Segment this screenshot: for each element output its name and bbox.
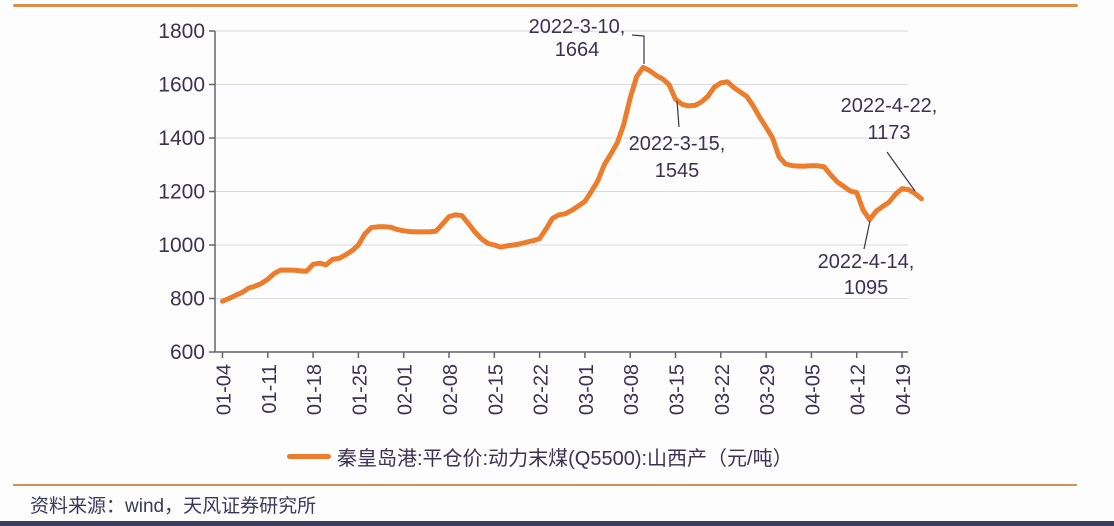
y-tick-label: 1800 xyxy=(158,20,205,43)
y-tick-label: 1200 xyxy=(158,181,205,204)
x-tick-label: 02-22 xyxy=(531,364,553,415)
x-tick-label: 01-04 xyxy=(214,364,236,415)
x-tick-label: 04-05 xyxy=(802,364,824,415)
legend-line-marker xyxy=(287,453,331,459)
x-tick-label: 03-01 xyxy=(576,364,598,415)
bottom-divider xyxy=(13,484,1077,486)
x-tick-label: 03-29 xyxy=(757,364,779,415)
coal-price-chart: 600 800 1000 1200 1400 1600 1800 01-04 01-11 01-1… xyxy=(158,16,938,415)
annotation-label: 2022-4-22, 1173 xyxy=(841,95,938,144)
x-tick-label: 03-15 xyxy=(667,364,689,415)
x-tick-label: 01-18 xyxy=(304,364,326,415)
annotation-label: 2022-3-10, 1664 xyxy=(529,16,626,61)
bottom-border-bar xyxy=(0,521,1114,526)
annotation-leader-line xyxy=(676,100,680,128)
x-tick-label: 01-25 xyxy=(349,364,371,415)
x-tick-label: 03-22 xyxy=(712,364,734,415)
x-tick-label: 03-08 xyxy=(621,364,643,415)
x-tick-label: 04-12 xyxy=(848,364,870,415)
x-tick-label: 02-01 xyxy=(395,364,417,415)
chart-legend: 秦皇岛港:平仓价:动力末煤(Q5500):山西产（元/吨） xyxy=(287,444,793,470)
price-series-line xyxy=(220,64,924,304)
y-tick-label: 1400 xyxy=(158,127,205,150)
y-tick-label: 800 xyxy=(170,288,205,311)
x-tick-label: 02-08 xyxy=(440,364,462,415)
annotation-label: 2022-3-15, 1545 xyxy=(629,133,726,182)
annotation-leader-line xyxy=(863,220,871,250)
x-tick-label: 01-11 xyxy=(259,364,281,414)
x-tick-label: 02-15 xyxy=(485,364,507,415)
annotation-leader-line xyxy=(631,34,645,64)
legend-label: 秦皇岛港:平仓价:动力末煤(Q5500):山西产（元/吨） xyxy=(337,447,793,470)
y-tick-label: 1600 xyxy=(158,74,205,97)
annotation-label: 2022-4-14, 1095 xyxy=(818,251,915,299)
annotation-leader-line xyxy=(886,151,916,192)
y-tick-label: 600 xyxy=(170,341,205,364)
source-note: 资料来源：wind，天风证券研究所 xyxy=(30,496,317,517)
x-tick-label: 04-19 xyxy=(893,364,915,415)
y-tick-label: 1000 xyxy=(158,234,205,257)
top-divider xyxy=(13,4,1078,7)
